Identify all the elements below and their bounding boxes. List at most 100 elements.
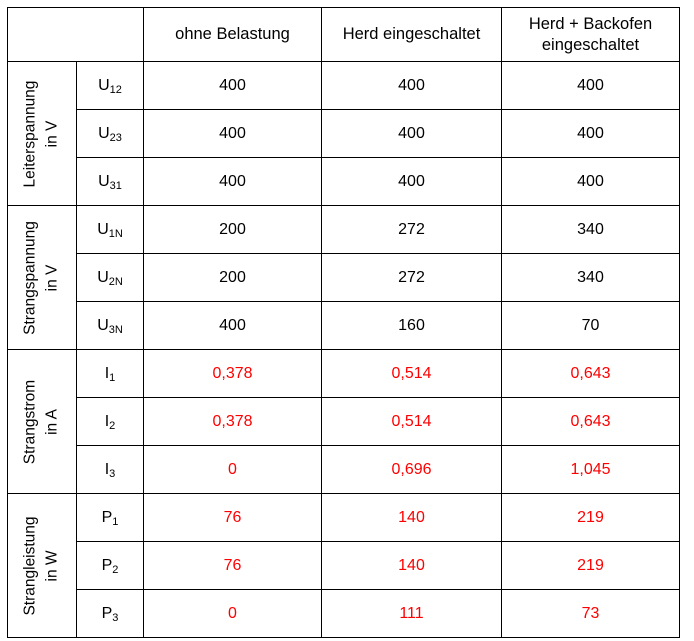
cell-strangleistung-stove_on: 111 — [321, 589, 502, 638]
symbol-base: U — [97, 268, 109, 286]
group-label-strangleistung: Strangleistung in W — [7, 493, 77, 638]
group-label-strangstrom: Strangstrom in A — [7, 349, 77, 494]
group-label-line1: Strangspannung — [21, 220, 39, 335]
table-row: I3 0 0,696 1,045 — [8, 445, 680, 494]
cell-strangstrom-no_load: 0 — [143, 445, 322, 494]
row-symbol: P3 — [76, 589, 144, 638]
cell-strangstrom-stove_oven_on: 1,045 — [501, 445, 680, 494]
cell-strangleistung-stove_on: 140 — [321, 541, 502, 590]
cell-strangleistung-no_load: 0 — [143, 589, 322, 638]
cell-leiterspannung-stove_oven_on: 400 — [501, 157, 680, 206]
cell-strangspannung-stove_oven_on: 340 — [501, 205, 680, 254]
cell-strangstrom-no_load: 0,378 — [143, 349, 322, 398]
table-row: U23 400 400 400 — [8, 109, 680, 158]
cell-strangstrom-stove_on: 0,514 — [321, 397, 502, 446]
cell-leiterspannung-stove_on: 400 — [321, 61, 502, 110]
table-row: P3 0 111 73 — [8, 589, 680, 638]
row-symbol: I1 — [76, 349, 144, 398]
symbol-base: P — [101, 508, 113, 526]
cell-leiterspannung-no_load: 400 — [143, 157, 322, 206]
symbol-subscript: 2N — [108, 275, 123, 288]
symbol-base: I — [104, 460, 110, 478]
cell-strangleistung-no_load: 76 — [143, 493, 322, 542]
cell-leiterspannung-stove_oven_on: 400 — [501, 61, 680, 110]
symbol-subscript: 3N — [108, 323, 123, 336]
table-row: Leiterspannung in V U12 400 400 400 — [7, 61, 680, 206]
measurement-table: ohne Belastung Herd eingeschaltet Herd + B… — [7, 7, 680, 638]
symbol-base: I — [104, 364, 110, 382]
symbol-subscript: 23 — [109, 131, 122, 144]
row-symbol: U31 — [76, 157, 144, 206]
row-symbol: U1N — [76, 205, 144, 254]
group-label-strangspannung: Strangspannung in V — [7, 205, 77, 350]
symbol-base: U — [97, 316, 109, 334]
symbol-subscript: 1 — [109, 371, 116, 384]
symbol-base: U — [98, 172, 110, 190]
group-label-line1: Strangleistung — [21, 515, 39, 616]
cell-strangspannung-stove_on: 272 — [321, 253, 502, 302]
group-label-line1: Strangstrom — [21, 379, 39, 464]
table-row: Strangspannung in V U1N 200 272 340 — [7, 205, 680, 350]
cell-leiterspannung-stove_oven_on: 400 — [501, 109, 680, 158]
cell-strangspannung-stove_oven_on: 340 — [501, 253, 680, 302]
symbol-subscript: 2 — [109, 419, 116, 432]
symbol-base: P — [101, 604, 113, 622]
group-label-line1: Leiterspannung — [21, 80, 39, 187]
table-row: Strangstrom in A I1 0,378 0,514 0,643 — [7, 349, 680, 494]
cell-strangstrom-stove_oven_on: 0,643 — [501, 349, 680, 398]
symbol-base: U — [98, 124, 110, 142]
cell-strangspannung-stove_on: 272 — [321, 205, 502, 254]
column-header-stove_on: Herd eingeschaltet — [321, 7, 502, 62]
symbol-base: U — [97, 220, 109, 238]
cell-strangleistung-stove_oven_on: 219 — [501, 541, 680, 590]
cell-strangspannung-stove_oven_on: 70 — [501, 301, 680, 350]
cell-leiterspannung-stove_on: 400 — [321, 157, 502, 206]
column-header-no_load: ohne Belastung — [143, 7, 322, 62]
cell-strangstrom-stove_on: 0,696 — [321, 445, 502, 494]
group-label-line2: in V — [44, 264, 61, 291]
row-symbol: I3 — [76, 445, 144, 494]
cell-strangspannung-stove_on: 160 — [321, 301, 502, 350]
cell-strangstrom-stove_oven_on: 0,643 — [501, 397, 680, 446]
symbol-subscript: 31 — [109, 179, 122, 192]
group-label-line2: in V — [44, 120, 61, 147]
row-symbol: U3N — [76, 301, 144, 350]
row-symbol: U23 — [76, 109, 144, 158]
symbol-base: U — [98, 76, 110, 94]
cell-strangstrom-stove_on: 0,514 — [321, 349, 502, 398]
measurement-table-container: ohne Belastung Herd eingeschaltet Herd + B… — [7, 7, 680, 638]
cell-leiterspannung-no_load: 400 — [143, 61, 322, 110]
symbol-subscript: 1 — [112, 515, 119, 528]
table-corner-cell — [7, 7, 144, 62]
cell-strangleistung-stove_on: 140 — [321, 493, 502, 542]
symbol-subscript: 3 — [112, 611, 119, 624]
group-label-leiterspannung: Leiterspannung in V — [7, 61, 77, 206]
cell-strangstrom-no_load: 0,378 — [143, 397, 322, 446]
cell-leiterspannung-stove_on: 400 — [321, 109, 502, 158]
symbol-base: I — [104, 412, 110, 430]
row-symbol: U12 — [76, 61, 144, 110]
group-label-line2: in W — [44, 550, 61, 581]
table-row: U31 400 400 400 — [8, 157, 680, 206]
cell-strangleistung-stove_oven_on: 73 — [501, 589, 680, 638]
symbol-subscript: 1N — [108, 227, 123, 240]
symbol-subscript: 12 — [109, 83, 122, 96]
cell-leiterspannung-no_load: 400 — [143, 109, 322, 158]
table-row: U2N 200 272 340 — [8, 253, 680, 302]
cell-strangspannung-no_load: 200 — [143, 205, 322, 254]
column-header-stove_oven_on: Herd + Backofen eingeschaltet — [501, 7, 680, 62]
symbol-subscript: 2 — [112, 563, 119, 576]
cell-strangspannung-no_load: 200 — [143, 253, 322, 302]
cell-strangspannung-no_load: 400 — [143, 301, 322, 350]
row-symbol: I2 — [76, 397, 144, 446]
cell-strangleistung-no_load: 76 — [143, 541, 322, 590]
table-row: U3N 400 160 70 — [8, 301, 680, 350]
symbol-subscript: 3 — [109, 467, 116, 480]
row-symbol: P1 — [76, 493, 144, 542]
row-symbol: P2 — [76, 541, 144, 590]
group-label-line2: in A — [44, 408, 61, 435]
cell-strangleistung-stove_oven_on: 219 — [501, 493, 680, 542]
table-row: I2 0,378 0,514 0,643 — [8, 397, 680, 446]
symbol-base: P — [101, 556, 113, 574]
table-row: Strangleistung in W P1 76 140 219 — [7, 493, 680, 638]
